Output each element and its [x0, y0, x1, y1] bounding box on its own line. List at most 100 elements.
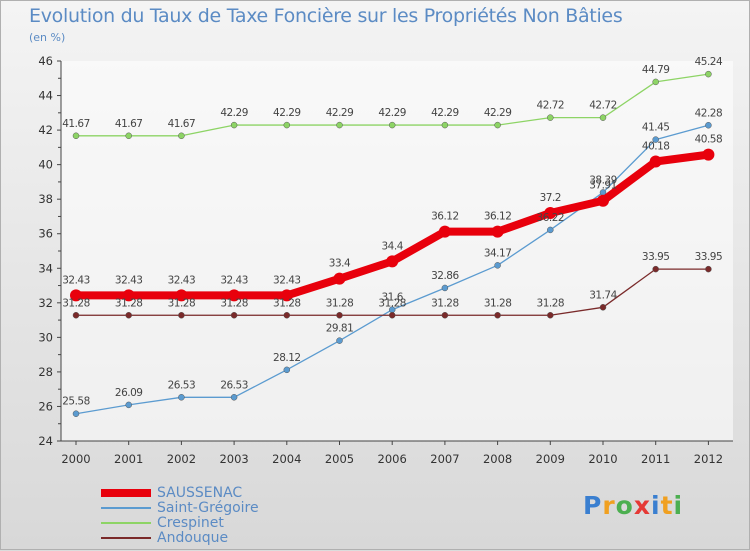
- data-label: 32.43: [273, 274, 301, 286]
- y-tick-label: 30: [38, 330, 53, 344]
- chart-title: Evolution du Taux de Taxe Foncière sur l…: [29, 5, 623, 27]
- data-point: [438, 225, 451, 238]
- data-point: [333, 272, 346, 285]
- logo-letter: r: [602, 491, 616, 520]
- y-tick-label: 26: [38, 399, 53, 413]
- data-point: [547, 114, 554, 121]
- data-point: [702, 148, 715, 161]
- data-point: [125, 132, 132, 140]
- data-label: 36.12: [431, 211, 459, 223]
- legend-label: SAUSSENAC: [157, 484, 243, 501]
- data-label: 42.72: [589, 100, 617, 112]
- x-tick-label: 2005: [325, 452, 354, 466]
- data-label: 26.09: [115, 387, 143, 399]
- data-point: [599, 304, 607, 311]
- data-label: 31.28: [537, 297, 565, 309]
- data-point: [178, 132, 185, 140]
- data-label: 38.39: [589, 174, 617, 186]
- data-label: 41.45: [642, 122, 670, 134]
- data-label: 28.12: [273, 352, 301, 364]
- data-point: [547, 226, 554, 234]
- data-label: 42.29: [378, 107, 406, 119]
- x-tick-label: 2003: [219, 452, 248, 466]
- y-tick-label: 42: [38, 123, 53, 137]
- logo-letter: o: [615, 491, 634, 520]
- y-tick-label: 32: [38, 296, 53, 310]
- x-tick-label: 2009: [536, 452, 565, 466]
- legend-swatch: [101, 488, 151, 497]
- logo-letter: P: [583, 491, 603, 520]
- legend-swatch: [101, 536, 151, 539]
- y-tick-label: 38: [38, 192, 53, 206]
- legend-item: Crespinet: [101, 515, 259, 530]
- data-point: [494, 121, 501, 129]
- y-tick-label: 40: [38, 158, 53, 172]
- data-point: [649, 155, 662, 168]
- data-point: [494, 312, 501, 319]
- x-tick-label: 2006: [378, 452, 407, 466]
- data-point: [705, 122, 712, 129]
- data-label: 31.74: [589, 289, 617, 301]
- data-label: 34.4: [382, 240, 404, 252]
- y-tick-label: 34: [38, 261, 53, 275]
- data-point: [230, 121, 238, 129]
- y-tick-label: 28: [38, 365, 53, 379]
- data-point: [125, 401, 132, 409]
- data-label: 42.29: [431, 107, 459, 119]
- data-point: [652, 265, 659, 273]
- logo-letter: i: [651, 491, 661, 520]
- data-point: [388, 312, 396, 319]
- data-point: [599, 114, 607, 121]
- data-label: 42.72: [537, 100, 565, 112]
- x-tick-label: 2012: [694, 452, 723, 466]
- data-point: [441, 284, 449, 292]
- data-point: [72, 410, 80, 417]
- logo-letter: i: [673, 491, 684, 520]
- data-label: 26.53: [220, 379, 248, 391]
- data-point: [280, 289, 293, 302]
- legend-label: Saint-Grégoire: [157, 499, 259, 516]
- data-label: 36.22: [537, 212, 565, 224]
- y-tick-label: 36: [38, 227, 53, 241]
- data-label: 33.95: [642, 251, 670, 263]
- legend-swatch: [101, 506, 151, 509]
- data-point: [491, 225, 504, 238]
- data-label: 31.28: [220, 297, 248, 309]
- data-point: [122, 289, 135, 302]
- legend-label: Andouque: [157, 529, 229, 546]
- x-tick-label: 2001: [114, 452, 143, 466]
- x-tick-label: 2002: [167, 452, 196, 466]
- data-point: [494, 262, 501, 269]
- data-point: [178, 394, 185, 401]
- data-point: [547, 312, 554, 319]
- y-tick-label: 46: [38, 54, 53, 68]
- data-point: [336, 312, 343, 319]
- data-label: 32.43: [220, 274, 248, 286]
- plot-area: [61, 61, 733, 441]
- data-point: [441, 121, 449, 129]
- x-tick-label: 2010: [588, 452, 617, 466]
- legend-item: SAUSSENAC: [101, 485, 259, 500]
- data-point: [175, 289, 188, 302]
- data-point: [544, 207, 557, 219]
- data-point: [652, 78, 659, 86]
- data-label: 31.28: [115, 297, 143, 309]
- data-point: [652, 136, 659, 143]
- data-label: 31.28: [273, 297, 301, 309]
- data-point: [178, 312, 185, 319]
- data-label: 41.67: [62, 118, 90, 130]
- data-label: 26.53: [168, 379, 196, 391]
- data-point: [441, 312, 449, 319]
- legend-item: Andouque: [101, 530, 259, 545]
- data-point: [705, 265, 712, 273]
- data-point: [72, 312, 80, 319]
- unit-label: (en %): [29, 31, 66, 44]
- data-point: [228, 289, 241, 302]
- data-point: [283, 121, 291, 129]
- data-label: 33.4: [329, 258, 351, 270]
- logo-letter: x: [633, 491, 651, 520]
- data-label: 31.28: [431, 297, 459, 309]
- data-label: 31.28: [168, 297, 196, 309]
